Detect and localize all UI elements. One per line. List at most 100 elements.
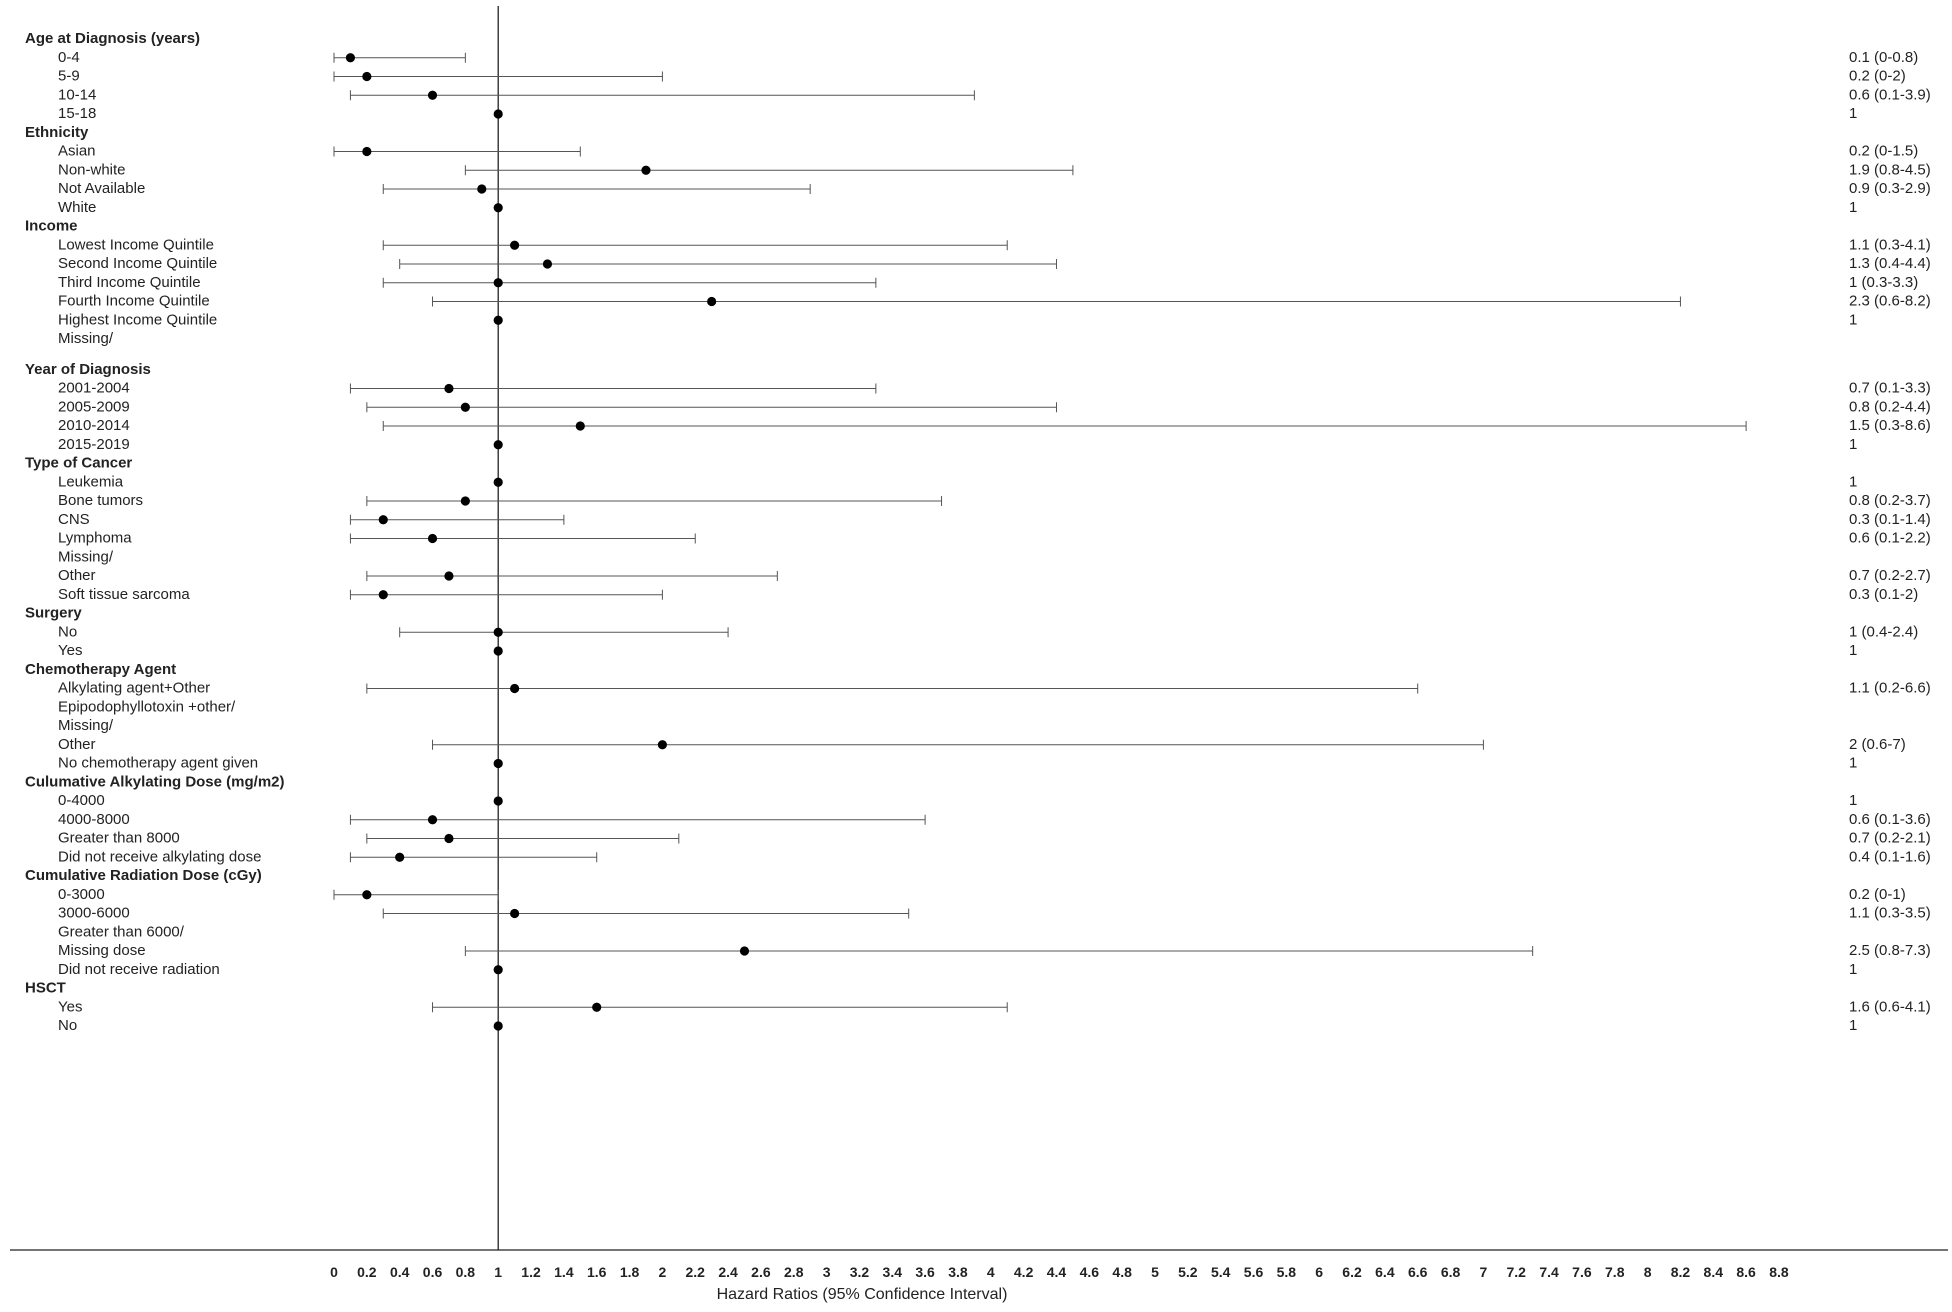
estimate-text: 1.1 (0.3-4.1) xyxy=(1849,236,1931,253)
group-header-row: Cumulative Radiation Dose (cGy) xyxy=(25,867,262,884)
x-tick-label: 8.4 xyxy=(1704,1264,1724,1280)
x-tick-label: 4 xyxy=(987,1264,995,1280)
point-estimate xyxy=(493,646,503,656)
estimate-row: 2015-2019 1 xyxy=(58,436,1857,453)
row-label: Epipodophyllotoxin +other/ xyxy=(58,698,236,715)
estimate-text: 0.3 (0.1-2) xyxy=(1849,586,1918,603)
estimate-row: Did not receive alkylating dose 0.4 (0.1-… xyxy=(58,848,1931,865)
estimate-text: 0.6 (0.1-3.9) xyxy=(1849,86,1931,103)
estimate-row: 15-18 1 xyxy=(58,105,1857,122)
x-tick-label: 8.8 xyxy=(1769,1264,1789,1280)
x-tick-label: 7.2 xyxy=(1507,1264,1527,1280)
estimate-text: 1 (0.4-2.4) xyxy=(1849,623,1918,640)
estimate-row: Third Income Quintile 1 (0.3-3.3) xyxy=(58,274,1918,291)
x-tick-label: 0.6 xyxy=(423,1264,443,1280)
point-estimate xyxy=(739,946,750,956)
x-tick-label: 3.6 xyxy=(915,1264,935,1280)
estimate-text: 0.3 (0.1-1.4) xyxy=(1849,511,1931,528)
row-label: Alkylating agent+Other xyxy=(58,680,210,697)
point-estimate xyxy=(493,965,503,975)
x-tick-label: 3 xyxy=(823,1264,831,1280)
estimate-row: Asian 0.2 (0-1.5) xyxy=(58,143,1918,160)
estimate-text: 0.4 (0.1-1.6) xyxy=(1849,848,1931,865)
row-label: Lowest Income Quintile xyxy=(58,236,214,253)
estimate-text: 2.3 (0.6-8.2) xyxy=(1849,293,1931,310)
group-header-row: Surgery xyxy=(25,605,82,622)
estimate-text: 0.7 (0.2-2.1) xyxy=(1849,830,1931,847)
x-tick-label: 2.4 xyxy=(718,1264,738,1280)
estimate-row: 0-3000 0.2 (0-1) xyxy=(58,886,1906,903)
point-estimate xyxy=(510,240,520,250)
point-estimate xyxy=(362,71,372,82)
estimate-text: 1.5 (0.3-8.6) xyxy=(1849,417,1931,434)
estimate-text: 0.2 (0-2) xyxy=(1849,68,1906,85)
estimate-text: 1 xyxy=(1849,436,1857,453)
row-label: Asian xyxy=(58,143,96,160)
estimate-text: 0.6 (0.1-3.6) xyxy=(1849,811,1931,828)
row-label: 15-18 xyxy=(58,105,96,122)
estimate-row: Bone tumors 0.8 (0.2-3.7) xyxy=(58,492,1931,509)
x-tick-label: 5.6 xyxy=(1244,1264,1264,1280)
group-header-row: Type of Cancer xyxy=(25,455,132,472)
point-estimate xyxy=(641,165,651,175)
point-estimate xyxy=(657,740,668,750)
point-estimate xyxy=(460,402,470,412)
x-tick-label: 7.6 xyxy=(1572,1264,1592,1280)
estimate-text: 1 xyxy=(1849,311,1857,328)
x-tick-label: 0.4 xyxy=(390,1264,410,1280)
point-estimate xyxy=(444,571,454,581)
estimate-row: No 1 xyxy=(58,1017,1857,1034)
row-label: 0-4000 xyxy=(58,792,105,809)
point-estimate xyxy=(493,203,503,213)
estimate-text: 1.6 (0.6-4.1) xyxy=(1849,998,1931,1015)
x-tick-label: 8.6 xyxy=(1736,1264,1756,1280)
row-label: No chemotherapy agent given xyxy=(58,755,258,772)
x-tick-label: 1 xyxy=(494,1264,502,1280)
row-label: Missing/ xyxy=(58,330,114,347)
x-tick-label: 4.4 xyxy=(1047,1264,1067,1280)
row-label: Non-white xyxy=(58,161,126,178)
row-label: Did not receive radiation xyxy=(58,961,220,978)
row-label: Missing/ xyxy=(58,717,114,734)
estimate-row: No chemotherapy agent given 1 xyxy=(58,755,1857,772)
point-estimate xyxy=(378,590,388,600)
estimate-row: Fourth Income Quintile 2.3 (0.6-8.2) xyxy=(58,293,1931,310)
estimate-text: 0.7 (0.2-2.7) xyxy=(1849,567,1931,584)
estimate-text: 1 xyxy=(1849,473,1857,490)
row-label: No xyxy=(58,623,77,640)
estimate-row: Other 0.7 (0.2-2.7) xyxy=(58,567,1931,584)
row-label: Yes xyxy=(58,998,82,1015)
x-tick-label: 7.4 xyxy=(1539,1264,1559,1280)
point-estimate xyxy=(510,683,520,694)
point-estimate xyxy=(493,758,503,769)
point-estimate xyxy=(542,259,553,269)
estimate-row: Second Income Quintile 1.3 (0.4-4.4) xyxy=(58,255,1931,272)
row-label: Missing dose xyxy=(58,942,146,959)
estimate-row: Highest Income Quintile 1 xyxy=(58,311,1857,328)
point-estimate xyxy=(493,627,503,637)
row-label: 10-14 xyxy=(58,86,96,103)
estimate-row: 10-14 0.6 (0.1-3.9) xyxy=(58,86,1931,103)
estimate-text: 1 xyxy=(1849,105,1857,122)
row-label: Lymphoma xyxy=(58,530,132,547)
row-label: Bone tumors xyxy=(58,492,143,509)
estimate-text: 0.8 (0.2-3.7) xyxy=(1849,492,1931,509)
point-estimate xyxy=(444,383,454,394)
estimate-row: 3000-6000 1.1 (0.3-3.5) xyxy=(58,905,1931,922)
estimate-text: 0.2 (0-1.5) xyxy=(1849,143,1918,160)
point-estimate xyxy=(493,440,503,450)
group-header: Surgery xyxy=(25,605,82,622)
point-estimate xyxy=(427,815,438,825)
x-tick-label: 6.6 xyxy=(1408,1264,1428,1280)
estimate-row: Lowest Income Quintile 1.1 (0.3-4.1) xyxy=(58,236,1931,253)
row-label: 2010-2014 xyxy=(58,417,130,434)
estimate-row: White 1 xyxy=(58,199,1857,216)
point-estimate xyxy=(707,296,717,307)
estimate-row: No 1 (0.4-2.4) xyxy=(58,623,1918,640)
group-header: Ethnicity xyxy=(25,124,89,141)
estimate-text: 0.1 (0-0.8) xyxy=(1849,49,1918,66)
estimate-row: Soft tissue sarcoma 0.3 (0.1-2) xyxy=(58,586,1918,603)
row-label: Third Income Quintile xyxy=(58,274,201,291)
row-label: Second Income Quintile xyxy=(58,255,217,272)
estimate-text: 1.3 (0.4-4.4) xyxy=(1849,255,1931,272)
